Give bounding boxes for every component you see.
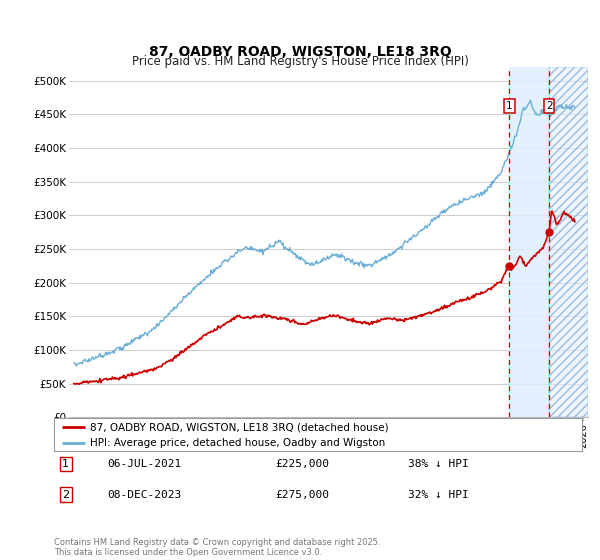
Text: 87, OADBY ROAD, WIGSTON, LE18 3RQ: 87, OADBY ROAD, WIGSTON, LE18 3RQ (149, 45, 451, 59)
Text: £275,000: £275,000 (276, 490, 330, 500)
Text: 38% ↓ HPI: 38% ↓ HPI (408, 459, 469, 469)
Text: 2: 2 (546, 101, 553, 111)
Bar (509, 67, 549, 417)
Text: 1: 1 (62, 459, 69, 469)
Text: 32% ↓ HPI: 32% ↓ HPI (408, 490, 469, 500)
Bar (549, 67, 588, 417)
Text: 87, OADBY ROAD, WIGSTON, LE18 3RQ (detached house): 87, OADBY ROAD, WIGSTON, LE18 3RQ (detac… (90, 422, 389, 432)
Text: Contains HM Land Registry data © Crown copyright and database right 2025.
This d: Contains HM Land Registry data © Crown c… (54, 538, 380, 557)
Text: £225,000: £225,000 (276, 459, 330, 469)
Text: 1: 1 (506, 101, 513, 111)
Bar (549, 67, 588, 417)
Text: 08-DEC-2023: 08-DEC-2023 (107, 490, 181, 500)
Text: 06-JUL-2021: 06-JUL-2021 (107, 459, 181, 469)
Text: Price paid vs. HM Land Registry's House Price Index (HPI): Price paid vs. HM Land Registry's House … (131, 55, 469, 68)
Text: HPI: Average price, detached house, Oadby and Wigston: HPI: Average price, detached house, Oadb… (90, 438, 385, 447)
Text: 2: 2 (62, 490, 69, 500)
